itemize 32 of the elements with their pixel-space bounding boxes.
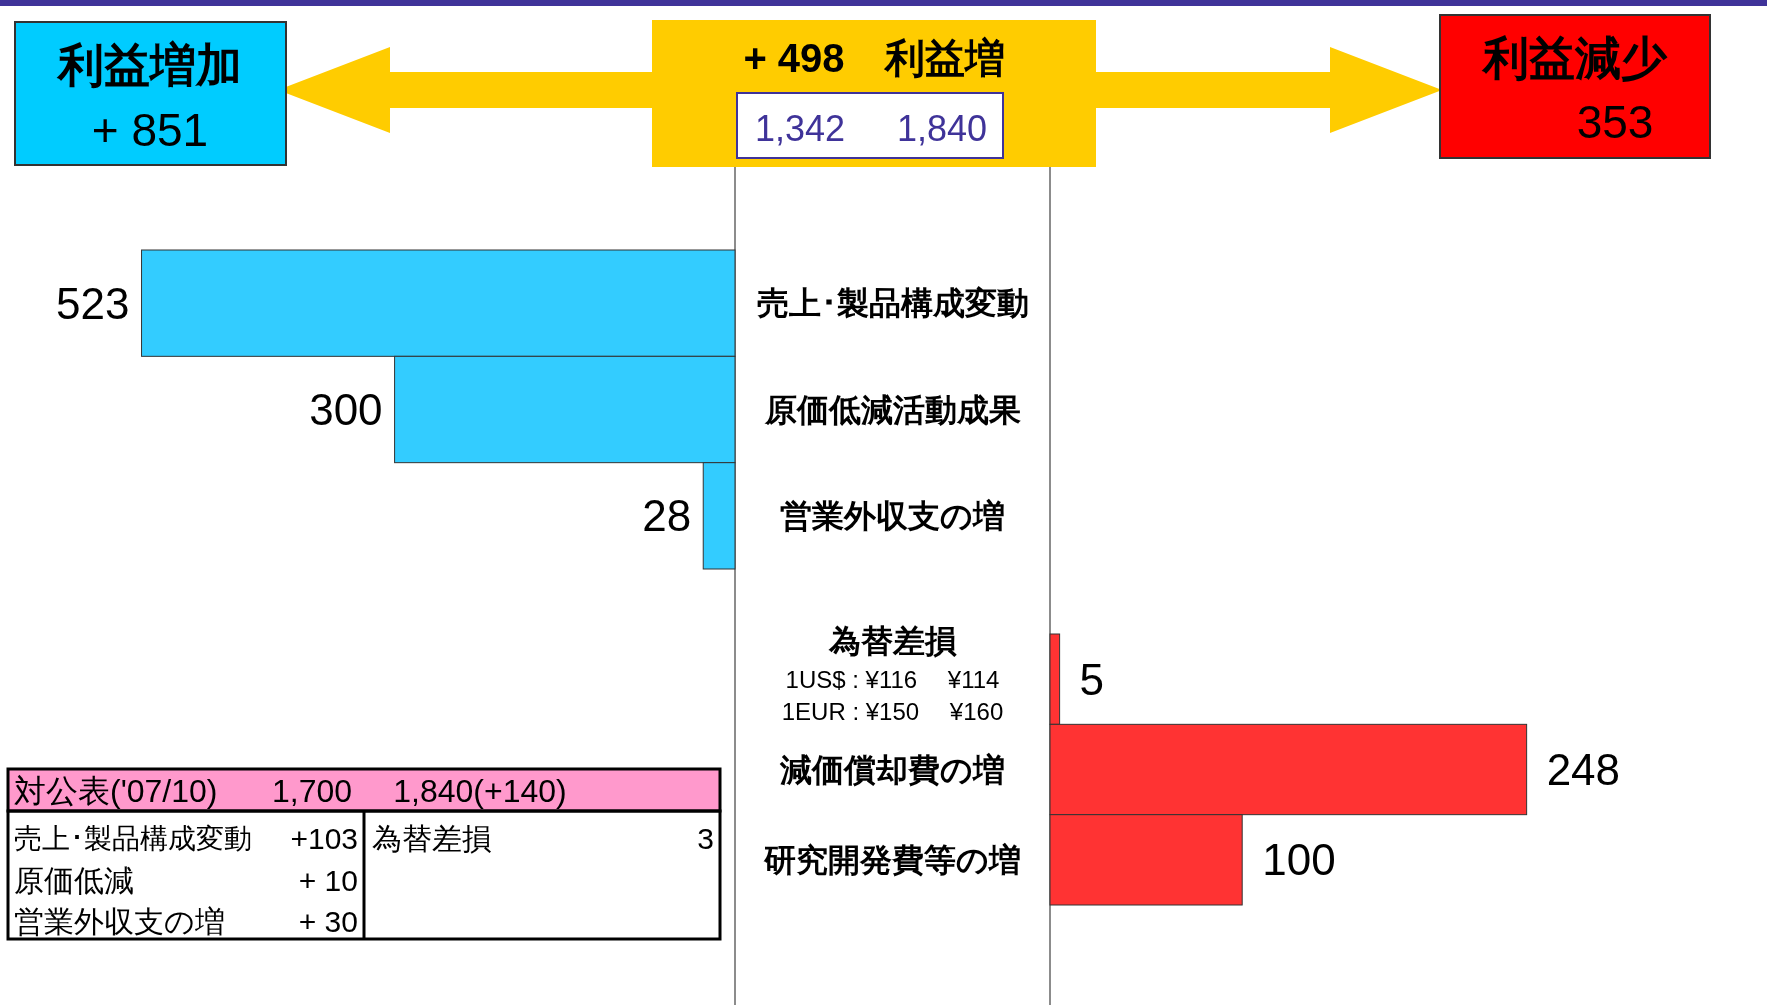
text: 353 — [1576, 96, 1654, 149]
y-tick-label: 営業外収支の増 — [780, 498, 1005, 535]
text: + 30 — [298, 904, 358, 938]
text: 1,840 — [896, 107, 988, 149]
y-tick-label: 為替差損 — [827, 623, 957, 660]
text: + 498 利益増 — [743, 36, 1005, 80]
y-tick-label: 研究開発費等の増 — [763, 842, 1021, 879]
y-tick-label: 原価低減活動成果 — [763, 391, 1021, 428]
text: + 851 — [91, 104, 209, 157]
text: 売上･製品構成変動 — [14, 822, 252, 854]
text: +103 — [290, 821, 358, 855]
text: 対公表('07/10) — [14, 773, 218, 810]
text: 1,700 — [271, 773, 353, 810]
data-label: 5 — [1079, 654, 1105, 704]
text: 3 — [697, 821, 714, 855]
text: 為替差損 — [372, 821, 492, 855]
data-label: 248 — [1546, 744, 1621, 794]
y-tick-label: 減価償却費の増 — [779, 751, 1005, 788]
data-label: 300 — [309, 384, 383, 434]
text: 利益増加 — [56, 39, 242, 92]
data-label: 100 — [1262, 835, 1336, 885]
text: + 10 — [298, 863, 358, 897]
data-label: 28 — [642, 491, 692, 541]
text: 1EUR : ¥150 ¥160 — [781, 697, 1004, 725]
text: 営業外収支の増 — [14, 904, 225, 938]
text: 利益減少 — [1481, 32, 1668, 85]
text: 1US$ : ¥116 ¥114 — [785, 665, 1000, 693]
data-label: 523 — [56, 278, 130, 328]
text: 1,342 — [754, 107, 846, 149]
text: 原価低減 — [14, 863, 134, 897]
text: 1,840(+140) — [393, 773, 567, 810]
y-tick-label: 売上･製品構成変動 — [756, 285, 1029, 322]
